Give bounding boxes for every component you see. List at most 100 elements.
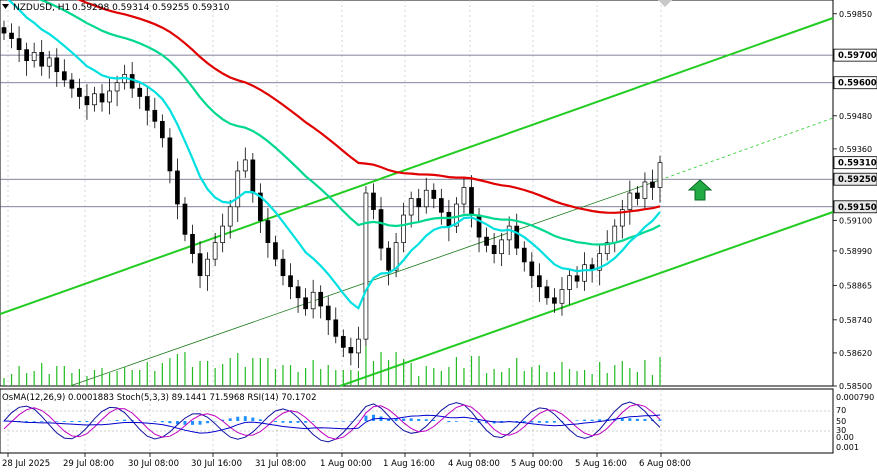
time-tick-label: 5 Aug 16:00 [575,459,627,469]
indicator-axis-label: 0.001 [836,443,859,452]
osma-bar [598,419,601,421]
osma-bar [85,421,88,422]
osma-bar [236,417,239,421]
time-tick-label: 1 Aug 00:00 [320,459,372,469]
osma-bar [244,416,247,421]
price-tick-label: 0.58990 [839,247,872,256]
svg-text:0.59310: 0.59310 [838,159,877,169]
candle [364,186,368,346]
price-tick-label: 0.59480 [839,112,872,121]
symbol-label: NZDUSD, H1 [13,3,70,13]
osma-bar [364,416,367,421]
indicator-label: OsMA(12,26,9) 0.0001883 Stoch(5,3,3) 89.… [2,393,316,403]
osma-bar [583,420,586,421]
osma-bar [447,421,450,422]
indicator-axis-label: 0.000790 [836,393,874,402]
osma-bar [576,420,579,421]
time-tick-label: 31 Jul 08:00 [255,459,306,469]
price-badge: 0.59600 [834,77,877,89]
time-tick-label: 1 Aug 16:00 [383,459,435,469]
osma-bar [553,421,556,423]
osma-bar [628,418,631,421]
osma-bar [63,421,66,422]
time-tick-label: 29 Jul 08:00 [63,459,114,469]
osma-bar [470,421,473,422]
osma-bar [304,421,307,423]
osma-bar [183,421,186,425]
svg-text:0.59150: 0.59150 [838,203,877,213]
osma-bar [191,421,194,425]
price-tick-label: 0.59100 [839,217,872,226]
osma-bar [116,420,119,421]
osma-bar [123,420,126,421]
main-plot-frame [0,0,833,386]
time-tick-label: 6 Aug 08:00 [639,459,691,469]
price-badge: 0.59250 [834,173,877,185]
price-tick-label: 0.58620 [839,349,872,358]
candle [183,197,187,241]
osma-bar [372,415,375,421]
time-axis[interactable]: 28 Jul 2025 29 Jul 08:00 30 Jul 08:00 30 Ju… [2,453,691,469]
osma-bar [33,421,36,422]
osma-bar [410,418,413,421]
osma-bar [259,419,262,421]
osma-bar [78,421,81,422]
price-badge: 0.59150 [834,201,877,213]
osma-bar [251,418,254,421]
osma-bar [206,421,209,423]
osma-bar [70,421,73,422]
osma-bar [274,421,277,422]
svg-text:0.59250: 0.59250 [838,175,877,185]
time-tick-label: 30 Jul 16:00 [191,459,242,469]
price-tick-label: 0.59360 [839,145,872,154]
indicator-axis-label: 70 [836,406,846,415]
osma-bar [545,421,548,423]
osma-bar [349,421,352,422]
osma-bar [168,421,171,423]
svg-text:0.59700: 0.59700 [838,51,877,61]
time-tick-label: 5 Aug 00:00 [511,459,563,469]
time-tick-label: 30 Jul 08:00 [128,459,179,469]
price-tick-label: 0.59850 [839,10,872,19]
osma-bar [153,421,156,422]
osma-bar [636,419,639,421]
price-tick-label: 0.58740 [839,316,872,325]
osma-bar [334,421,337,422]
time-tick-label: 28 Jul 2025 [2,459,50,469]
price-tick-label: 0.58500 [839,382,872,391]
price-badges: 0.59700 0.59600 0.59310 0.59250 0.59150 [834,49,877,213]
osma-bar [297,421,300,423]
osma-bar [289,421,292,423]
osma-bar [402,419,405,421]
osma-bar [55,421,58,422]
osma-bar [417,419,420,421]
time-tick-label: 4 Aug 08:00 [448,459,500,469]
osma-bar [48,421,51,422]
osma-bar [643,419,646,421]
osma-bar [281,421,284,423]
osma-bar [432,420,435,421]
svg-text:0.59600: 0.59600 [838,79,877,89]
price-tick-label: 0.58865 [839,281,872,290]
osma-bar [40,421,43,422]
osma-bar [161,421,164,422]
osma-bar [229,418,232,421]
osma-bar [455,421,458,422]
price-badge: 0.59310 [834,157,877,169]
osma-bar [395,419,398,421]
osma-bar [342,421,345,422]
osma-bar [591,420,594,421]
price-badge: 0.59700 [834,49,877,61]
osma-bar [538,421,541,423]
ohlc-readout: 0.59298 0.59314 0.59255 0.59310 [72,3,230,13]
osma-bar [659,420,662,421]
osma-bar [312,421,315,422]
osma-bar [621,418,624,421]
osma-bar [425,419,428,421]
indicator-axis-label: 0.00 [836,433,854,442]
osma-bar [523,421,526,422]
indicator-axis-label: 50 [836,417,846,426]
